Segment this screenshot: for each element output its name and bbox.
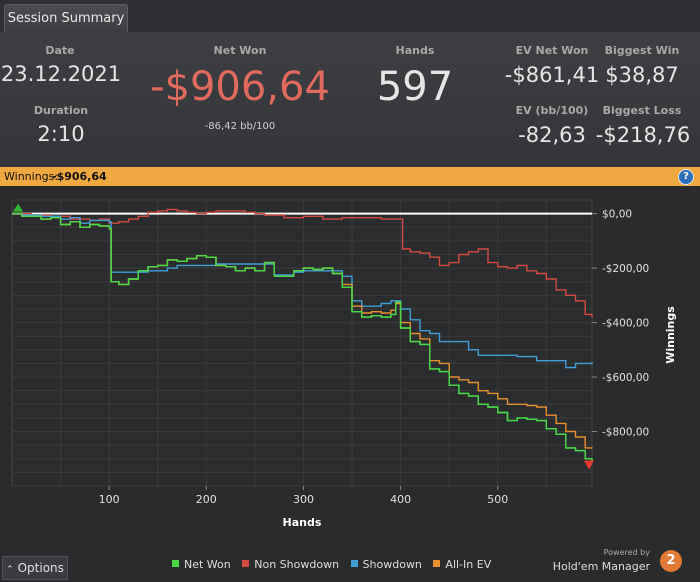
winnings-strip-label: Winnings: (4, 170, 59, 183)
hands-value: 597 (376, 64, 454, 110)
bottom-bar: ⌃ Options Net Won Non Showdown Showdown A… (0, 548, 700, 582)
holdem-manager-logo: Powered by Hold'em Manager 2 (553, 548, 694, 582)
legend-label-non-showdown: Non Showdown (254, 558, 340, 571)
ev-bb-value: -82,63 (518, 123, 586, 147)
ev-net-won-label: EV Net Won (515, 44, 589, 57)
y-tick-label: -$600,00 (602, 372, 649, 384)
net-won-label: Net Won (213, 44, 267, 57)
biggest-loss-label: Biggest Loss (602, 104, 682, 117)
legend-label-net-won: Net Won (184, 558, 231, 571)
ev-bb-label: EV (bb/100) (515, 104, 589, 117)
x-tick-label: 200 (196, 493, 217, 506)
y-tick-label: -$200,00 (602, 263, 649, 275)
winnings-strip-value: -$906,64 (52, 170, 107, 183)
options-button[interactable]: ⌃ Options (2, 556, 68, 580)
legend-item-allin-ev[interactable]: All-In EV (433, 558, 491, 571)
x-axis-title: Hands (283, 516, 322, 529)
biggest-loss-value: -$218,76 (595, 123, 691, 147)
hands-label: Hands (395, 44, 435, 57)
x-tick-label: 500 (487, 493, 508, 506)
date-label: Date (45, 44, 75, 57)
top-bar: Session Summary (0, 0, 700, 33)
biggest-win-label: Biggest Win (604, 44, 680, 57)
legend-swatch-showdown (350, 560, 358, 567)
y-tick-label: $0,00 (602, 209, 632, 221)
legend-item-showdown[interactable]: Showdown (350, 558, 422, 571)
legend-item-net-won[interactable]: Net Won (172, 558, 231, 571)
winnings-chart-area: $0,00 -$200,00 -$400,00 -$600,00 -$800,00 100… (0, 186, 700, 552)
start-marker-icon (13, 203, 23, 212)
y-axis-title: Winnings (664, 306, 677, 364)
help-icon[interactable]: ? (678, 169, 694, 185)
legend-item-non-showdown[interactable]: Non Showdown (242, 558, 339, 571)
legend-swatch-allin-ev (433, 560, 441, 567)
end-marker-icon (584, 460, 594, 470)
series-line-non-showdown (12, 208, 593, 318)
legend-swatch-non-showdown (242, 560, 250, 567)
x-tick-label: 400 (390, 493, 411, 506)
x-tick-label: 300 (293, 493, 314, 506)
date-value: 23.12.2021 (0, 62, 122, 86)
series-line-net-won-front (12, 212, 593, 461)
chevron-up-icon: ⌃ (6, 565, 14, 575)
legend-label-showdown: Showdown (362, 558, 422, 571)
plot-background (11, 199, 593, 487)
net-won-value: -$906,64 (150, 64, 330, 110)
legend-swatch-net-won (172, 560, 179, 567)
y-tick-label: -$800,00 (602, 427, 649, 439)
ev-net-won-value: -$861,41 (504, 63, 600, 87)
winnings-strip: Winnings: -$906,64 ? (0, 167, 700, 186)
options-label: Options (17, 561, 64, 575)
tab-session-summary[interactable]: Session Summary (4, 4, 128, 32)
legend-label-allin-ev: All-In EV (445, 558, 492, 571)
net-won-bb-per-100: -86,42 bb/100 (204, 121, 276, 132)
chart-legend: Net Won Non Showdown Showdown All-In EV (172, 558, 499, 571)
duration-value: 2:10 (37, 122, 85, 146)
summary-panel: Date 23.12.2021 Duration 2:10 Net Won -$… (0, 32, 700, 167)
x-tick-label: 100 (99, 493, 120, 506)
biggest-win-value: $38,87 (605, 63, 679, 87)
y-tick-label: -$400,00 (602, 318, 649, 330)
winnings-chart: $0,00 -$200,00 -$400,00 -$600,00 -$800,00 100… (11, 199, 677, 529)
duration-label: Duration (33, 104, 89, 117)
